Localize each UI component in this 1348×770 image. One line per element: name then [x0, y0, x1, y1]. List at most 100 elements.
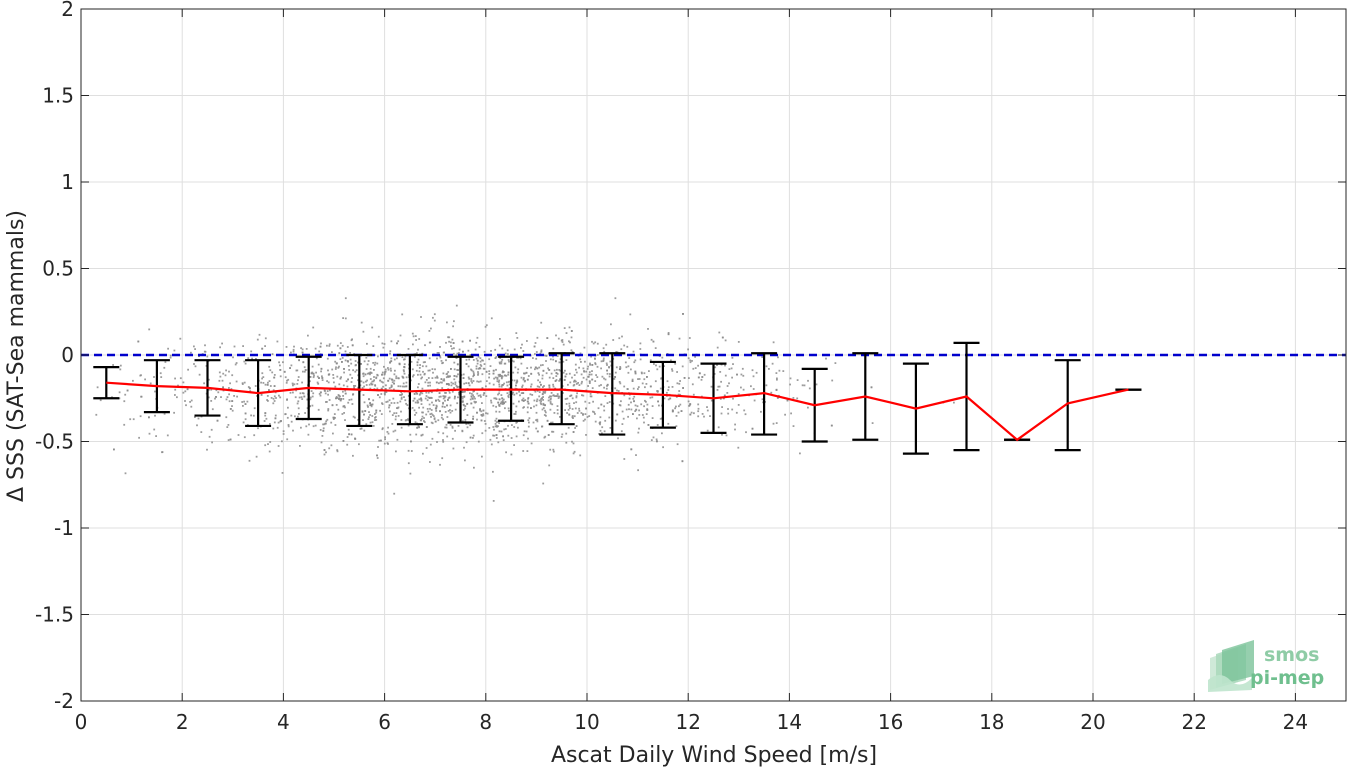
scatter-point: [600, 367, 602, 370]
scatter-point: [442, 418, 444, 421]
scatter-point: [571, 416, 574, 419]
scatter-point: [630, 401, 632, 404]
scatter-point: [469, 398, 472, 401]
scatter-point: [352, 369, 354, 372]
scatter-point: [174, 388, 177, 391]
scatter-point: [480, 410, 483, 413]
scatter-point: [446, 416, 449, 418]
scatter-point: [380, 393, 383, 395]
scatter-point: [429, 461, 431, 463]
scatter-point: [502, 401, 505, 404]
scatter-point: [308, 423, 310, 426]
scatter-point: [727, 408, 729, 410]
scatter-point: [645, 383, 648, 385]
scatter-point: [326, 401, 328, 403]
logo-line-2: pi-mep: [1250, 667, 1324, 689]
scatter-point: [311, 395, 314, 398]
scatter-point: [387, 367, 389, 369]
scatter-point: [447, 375, 449, 378]
scatter-point: [397, 340, 400, 343]
scatter-point: [667, 386, 670, 389]
scatter-point: [563, 327, 566, 329]
scatter-point: [716, 389, 719, 391]
scatter-point: [556, 368, 558, 371]
scatter-point: [349, 373, 352, 376]
scatter-point: [472, 372, 475, 375]
scatter-point: [301, 398, 304, 400]
scatter-point: [697, 415, 700, 418]
scatter-point: [400, 391, 403, 394]
scatter-point: [608, 366, 610, 369]
scatter-point: [489, 365, 492, 367]
scatter-point: [953, 401, 955, 404]
scatter-point: [414, 401, 417, 404]
scatter-point: [545, 372, 548, 375]
scatter-point: [724, 374, 727, 377]
scatter-point: [367, 360, 370, 362]
scatter-point: [558, 361, 561, 364]
scatter-point: [671, 370, 674, 372]
scatter-point: [597, 407, 600, 410]
scatter-point: [508, 360, 510, 363]
scatter-point: [453, 320, 455, 323]
scatter-point: [498, 344, 501, 347]
scatter-point: [264, 383, 267, 386]
scatter-point: [677, 393, 680, 396]
scatter-point: [500, 360, 503, 363]
scatter-point: [415, 411, 418, 414]
scatter-point: [182, 391, 185, 394]
x-tick-label: 22: [1181, 710, 1206, 734]
scatter-point: [363, 429, 366, 432]
scatter-point: [604, 378, 607, 381]
scatter-point: [801, 384, 804, 387]
scatter-point: [425, 379, 428, 381]
scatter-point: [344, 389, 347, 392]
scatter-point: [417, 348, 419, 351]
scatter-point: [350, 381, 353, 383]
scatter-point: [680, 410, 683, 412]
scatter-point: [163, 366, 166, 369]
scatter-point: [507, 373, 510, 376]
scatter-point: [521, 384, 524, 387]
scatter-point: [569, 381, 572, 384]
scatter-point: [372, 345, 375, 347]
scatter-point: [194, 365, 197, 368]
scatter-point: [550, 392, 553, 394]
scatter-point: [457, 369, 460, 371]
scatter-point: [477, 440, 480, 443]
scatter-point: [706, 409, 709, 412]
scatter-point: [503, 362, 506, 365]
scatter-point: [273, 374, 276, 376]
scatter-point: [445, 376, 448, 379]
scatter-point: [305, 348, 308, 350]
scatter-point: [266, 395, 269, 397]
scatter-point: [372, 399, 375, 402]
scatter-point: [528, 417, 531, 420]
scatter-point: [371, 403, 373, 406]
scatter-point: [372, 362, 375, 364]
scatter-point: [328, 345, 331, 347]
scatter-point: [271, 353, 274, 355]
scatter-point: [452, 352, 455, 355]
scatter-point: [678, 390, 681, 392]
scatter-point: [370, 404, 373, 406]
scatter-point: [231, 405, 233, 407]
scatter-point: [300, 347, 302, 349]
scatter-point: [432, 316, 434, 319]
scatter-point: [420, 434, 423, 437]
scatter-point: [153, 376, 155, 378]
scatter-point: [472, 406, 475, 409]
scatter-point: [706, 429, 709, 432]
mean-line: [106, 381, 1129, 442]
scatter-point: [394, 418, 397, 421]
scatter-point: [669, 397, 672, 400]
scatter-point: [368, 372, 371, 375]
scatter-point: [442, 397, 445, 400]
scatter-point: [602, 359, 605, 361]
scatter-point: [412, 375, 414, 378]
scatter-point: [620, 430, 623, 433]
scatter-point: [144, 378, 146, 381]
scatter-point: [540, 398, 542, 401]
scatter-point: [575, 425, 578, 427]
ticks: [80, 8, 1346, 702]
